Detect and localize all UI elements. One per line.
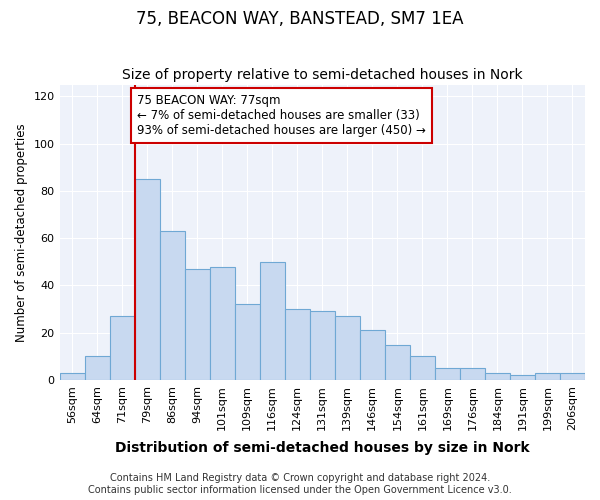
Text: Contains HM Land Registry data © Crown copyright and database right 2024.
Contai: Contains HM Land Registry data © Crown c… bbox=[88, 474, 512, 495]
Y-axis label: Number of semi-detached properties: Number of semi-detached properties bbox=[15, 123, 28, 342]
Bar bbox=[134, 179, 160, 380]
Text: 75, BEACON WAY, BANSTEAD, SM7 1EA: 75, BEACON WAY, BANSTEAD, SM7 1EA bbox=[136, 10, 464, 28]
Bar bbox=[535, 373, 560, 380]
Bar bbox=[160, 231, 185, 380]
Bar bbox=[185, 269, 209, 380]
Bar bbox=[560, 373, 585, 380]
Bar bbox=[435, 368, 460, 380]
Bar bbox=[485, 373, 510, 380]
X-axis label: Distribution of semi-detached houses by size in Nork: Distribution of semi-detached houses by … bbox=[115, 441, 530, 455]
Bar bbox=[235, 304, 260, 380]
Bar bbox=[310, 312, 335, 380]
Bar bbox=[360, 330, 385, 380]
Title: Size of property relative to semi-detached houses in Nork: Size of property relative to semi-detach… bbox=[122, 68, 523, 82]
Bar bbox=[385, 344, 410, 380]
Bar bbox=[209, 266, 235, 380]
Bar bbox=[260, 262, 285, 380]
Bar bbox=[335, 316, 360, 380]
Bar bbox=[285, 309, 310, 380]
Bar bbox=[110, 316, 134, 380]
Bar bbox=[460, 368, 485, 380]
Text: 75 BEACON WAY: 77sqm
← 7% of semi-detached houses are smaller (33)
93% of semi-d: 75 BEACON WAY: 77sqm ← 7% of semi-detach… bbox=[137, 94, 426, 137]
Bar bbox=[85, 356, 110, 380]
Bar bbox=[410, 356, 435, 380]
Bar bbox=[59, 373, 85, 380]
Bar bbox=[510, 376, 535, 380]
